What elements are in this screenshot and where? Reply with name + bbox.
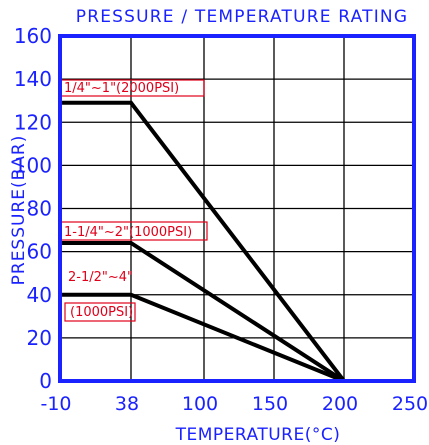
series-line	[60, 100, 346, 383]
y-tick-label: 20	[27, 326, 52, 350]
series-annotations: 1/4"~1"(2000PSI) 1-1/4"~2"(1000PSI) 2-1/2"…	[59, 79, 208, 322]
y-tick-label: 100	[14, 153, 52, 177]
x-tick-label: 250	[392, 393, 428, 415]
y-tick-label: 0	[39, 369, 52, 393]
x-tick-label: 38	[115, 393, 139, 415]
plot-frame	[58, 34, 416, 383]
series-annotation: 2-1/2"~4"	[68, 270, 133, 285]
y-tick-label: 80	[27, 197, 52, 221]
series-lines	[60, 100, 346, 383]
series-line	[60, 241, 346, 383]
y-axis-label: PRESSURE(BAR)	[9, 135, 29, 286]
series-annotation: 1/4"~1"(2000PSI)	[64, 81, 179, 96]
x-tick-label: 200	[322, 393, 358, 415]
series-annotation: 1-1/4"~2"(1000PSI)	[64, 225, 192, 240]
y-tick-label: 140	[14, 67, 52, 91]
x-tick-labels: -10 38 100 150 200 250	[40, 393, 428, 415]
y-tick-label: 40	[27, 283, 52, 307]
x-axis-label: TEMPERATURE(°C)	[175, 425, 341, 445]
x-tick-label: 150	[252, 393, 288, 415]
x-tick-label: -10	[40, 393, 71, 415]
series-annotation: (1000PSI)	[70, 305, 133, 320]
y-tick-label: 60	[27, 240, 52, 264]
y-tick-labels: 0 20 40 60 80 100 120 140 160	[14, 24, 52, 393]
series-line	[60, 292, 345, 383]
y-tick-label: 160	[14, 24, 52, 48]
annotation-box	[64, 302, 136, 322]
x-tick-label: 100	[182, 393, 218, 415]
chart-title: PRESSURE / TEMPERATURE RATING	[76, 7, 408, 27]
y-tick-label: 120	[14, 110, 52, 134]
